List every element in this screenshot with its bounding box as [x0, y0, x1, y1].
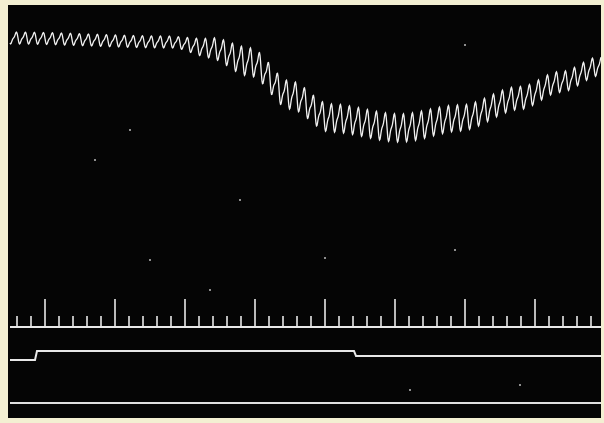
speck: [324, 257, 326, 259]
trace-background: [8, 5, 601, 418]
wave-trace: [9, 31, 602, 144]
speck: [464, 44, 466, 46]
speck: [94, 159, 96, 161]
dust-specks: [94, 44, 521, 391]
speck: [239, 199, 241, 201]
speck: [209, 289, 211, 291]
wave-path: [9, 31, 602, 144]
signal-step-line: [10, 350, 601, 361]
speck: [409, 389, 411, 391]
speck: [454, 249, 456, 251]
speck: [519, 384, 521, 386]
speck: [149, 259, 151, 261]
speck: [129, 129, 131, 131]
time-marker: [10, 299, 601, 328]
